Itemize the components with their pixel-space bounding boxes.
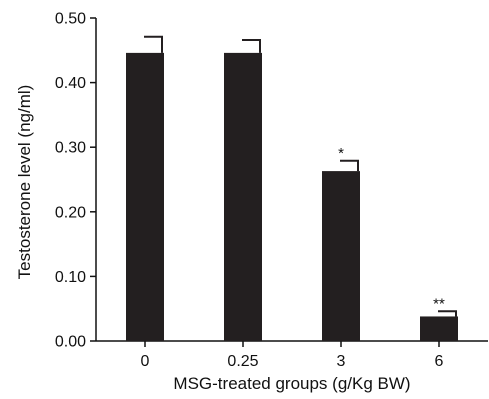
significance-marker: * [338, 145, 344, 162]
x-axis: 0 0.25 3 6 [96, 340, 488, 370]
bar [126, 52, 164, 341]
bar [322, 171, 360, 341]
significance-marker: ** [433, 295, 445, 312]
y-tick-label: 0.00 [55, 334, 86, 351]
bar [224, 52, 262, 341]
x-tick-label: 3 [337, 353, 346, 370]
x-tick-label: 0 [141, 353, 150, 370]
x-tick-label: 0.25 [227, 353, 258, 370]
y-tick-label: 0.50 [55, 11, 86, 28]
y-axis: 0.00 0.10 0.20 0.30 0.40 0.50 [55, 11, 97, 351]
x-tick-label: 6 [435, 353, 444, 370]
bar [420, 316, 458, 341]
y-axis-title: Testosterone level (ng/ml) [15, 85, 34, 280]
y-tick-label: 0.40 [55, 75, 86, 92]
bars: *** [126, 35, 458, 341]
y-tick-label: 0.10 [55, 269, 86, 286]
x-axis-title: MSG-treated groups (g/Kg BW) [173, 374, 410, 393]
y-tick-label: 0.20 [55, 204, 86, 221]
y-tick-label: 0.30 [55, 140, 86, 157]
